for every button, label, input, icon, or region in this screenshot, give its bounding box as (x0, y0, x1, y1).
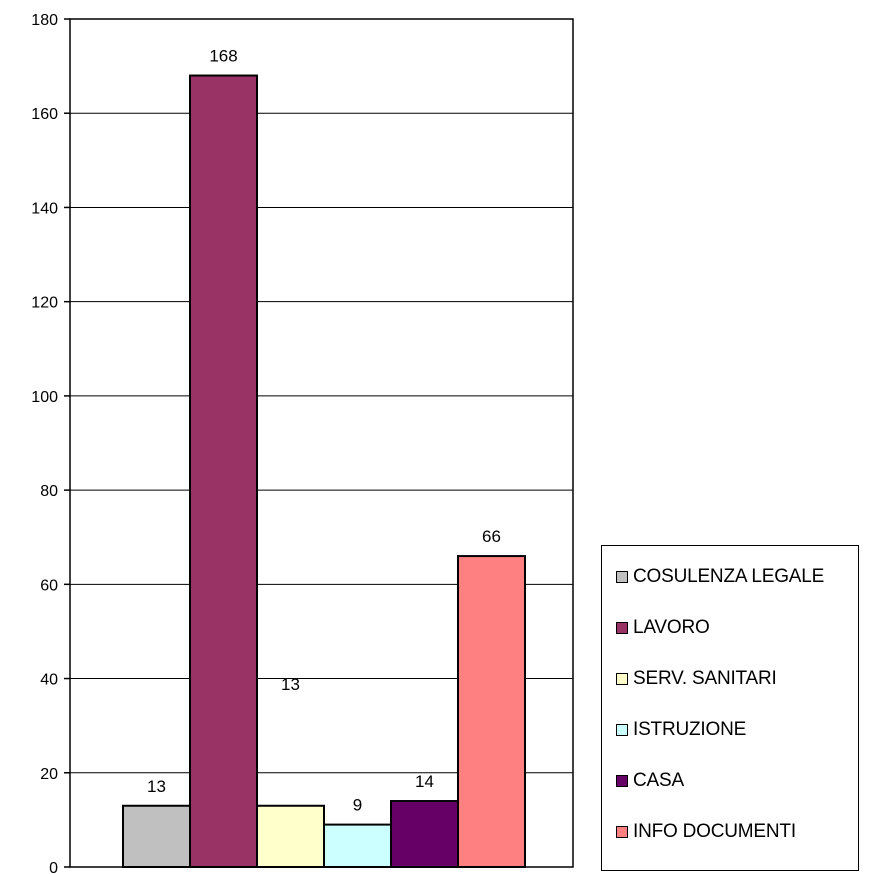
data-label: 14 (415, 772, 434, 791)
bar-info-documenti (457, 555, 526, 868)
bar-serv-sanitari (256, 804, 325, 868)
y-tick-label: 120 (31, 295, 58, 312)
legend-swatch (616, 673, 628, 685)
legend-swatch (616, 571, 628, 583)
data-labels: 13 168 13 9 14 66 (147, 47, 501, 815)
legend-label: SERV. SANITARI (633, 668, 777, 689)
data-label: 13 (281, 675, 300, 694)
legend-swatch (616, 724, 628, 736)
legend-item: COSULENZA LEGALE (616, 565, 824, 589)
legend-swatch (616, 622, 628, 634)
legend-item: INFO DOCUMENTI (616, 820, 796, 844)
legend-label: INFO DOCUMENTI (633, 821, 796, 842)
legend-label: ISTRUZIONE (633, 719, 747, 740)
gridlines (70, 112, 573, 774)
legend-swatch (616, 775, 628, 787)
data-label: 168 (209, 47, 237, 66)
data-label: 66 (482, 527, 501, 546)
legend: COSULENZA LEGALE LAVORO SERV. SANITARI ISTR… (601, 545, 859, 871)
y-tick-label: 140 (31, 200, 58, 217)
bars (122, 74, 526, 869)
data-label: 9 (353, 796, 362, 815)
y-tick-label: 0 (49, 860, 58, 874)
y-tick-label: 20 (40, 766, 58, 783)
bar-casa (390, 800, 459, 868)
legend-item: SERV. SANITARI (616, 667, 777, 691)
y-axis-ticks: 0 20 40 60 80 100 120 140 160 180 (31, 12, 70, 874)
y-tick-label: 100 (31, 389, 58, 406)
legend-item: ISTRUZIONE (616, 718, 746, 742)
y-tick-label: 80 (40, 483, 58, 500)
y-tick-label: 60 (40, 577, 58, 594)
y-tick-label: 40 (40, 672, 58, 689)
y-tick-label: 180 (31, 12, 58, 29)
data-label: 13 (147, 777, 166, 796)
y-tick-label: 160 (31, 106, 58, 123)
bar-lavoro (189, 74, 258, 869)
bar-istruzione (323, 823, 392, 868)
legend-swatch (616, 826, 628, 838)
plot-area-frame (69, 18, 574, 868)
bar-cosulenza-legale (122, 804, 191, 868)
legend-label: CASA (633, 770, 684, 791)
legend-item: LAVORO (616, 616, 710, 640)
legend-item: CASA (616, 769, 684, 793)
legend-label: COSULENZA LEGALE (633, 566, 825, 587)
legend-label: LAVORO (633, 617, 710, 638)
